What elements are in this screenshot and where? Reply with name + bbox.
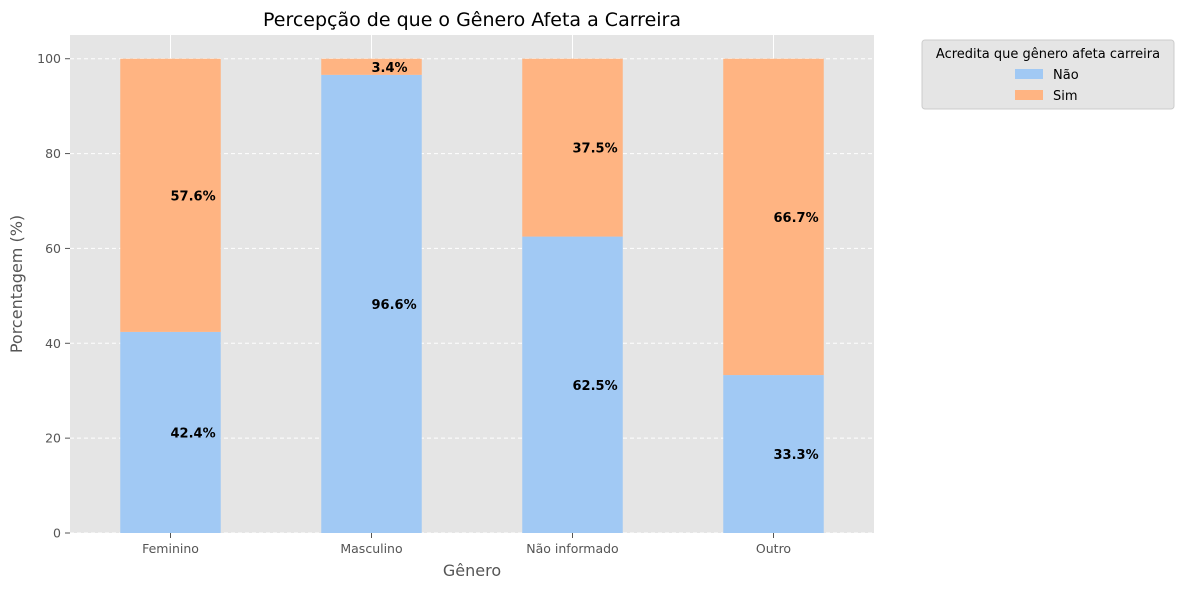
axis-ticks: 0 20 40 60 80 100 Feminino Masculino Não informa… <box>37 51 791 556</box>
legend-title: Acredita que gênero afeta carreira <box>936 47 1160 62</box>
bar-value-label: 37.5% <box>573 142 618 157</box>
bar-segment-sim <box>723 58 824 376</box>
bar-value-label: 96.6% <box>372 298 417 313</box>
bar-segment-nao <box>723 375 824 533</box>
y-axis-title: Porcentagem (%) <box>7 215 26 353</box>
bar-value-label: 33.3% <box>774 448 819 463</box>
bar-value-label: 57.6% <box>171 189 216 204</box>
bar-segment-nao <box>321 74 422 533</box>
chart-title: Percepção de que o Gênero Afeta a Carrei… <box>263 9 681 31</box>
x-tick-label: Outro <box>756 541 791 556</box>
x-axis-title: Gênero <box>443 561 501 580</box>
y-tick-label: 60 <box>45 241 61 256</box>
bar-value-label: 42.4% <box>171 426 216 441</box>
bar-segment-sim <box>321 58 422 75</box>
legend-box <box>921 39 1175 110</box>
legend-label-nao: Não <box>1053 68 1079 83</box>
x-tick-label: Feminino <box>142 541 199 556</box>
x-tick-label: Não informado <box>526 541 618 556</box>
bars <box>120 58 824 534</box>
legend: Acredita que gênero afeta carreira Não S… <box>921 39 1175 110</box>
bar-value-label: 3.4% <box>372 61 408 76</box>
y-tick-label: 0 <box>53 526 61 541</box>
x-tick-label: Masculino <box>340 541 402 556</box>
legend-label-sim: Sim <box>1053 89 1078 104</box>
bar-value-label: 66.7% <box>774 211 819 226</box>
bar-segment-sim <box>120 58 221 332</box>
y-tick-label: 80 <box>45 146 61 161</box>
y-tick-label: 100 <box>37 51 61 66</box>
bar-segment-sim <box>522 58 623 237</box>
bar-segment-nao <box>522 236 623 534</box>
y-tick-label: 40 <box>45 336 61 351</box>
bar-segment-nao <box>120 331 221 533</box>
legend-swatch-nao <box>1015 69 1043 79</box>
legend-swatch-sim <box>1015 90 1043 100</box>
bar-value-label: 62.5% <box>573 379 618 394</box>
y-tick-label: 20 <box>45 431 61 446</box>
bar-labels: 42.4% 57.6% 96.6% 3.4% 62.5% 37.5% 33.3% 66.7% <box>171 61 819 463</box>
